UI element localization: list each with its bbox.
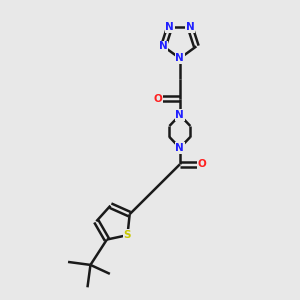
Text: N: N <box>176 143 184 153</box>
Text: O: O <box>198 159 207 169</box>
Text: N: N <box>165 22 174 32</box>
Text: N: N <box>176 53 184 63</box>
Text: N: N <box>176 110 184 120</box>
Text: S: S <box>124 230 131 240</box>
Text: N: N <box>159 41 168 51</box>
Text: O: O <box>153 94 162 103</box>
Text: N: N <box>186 22 194 32</box>
